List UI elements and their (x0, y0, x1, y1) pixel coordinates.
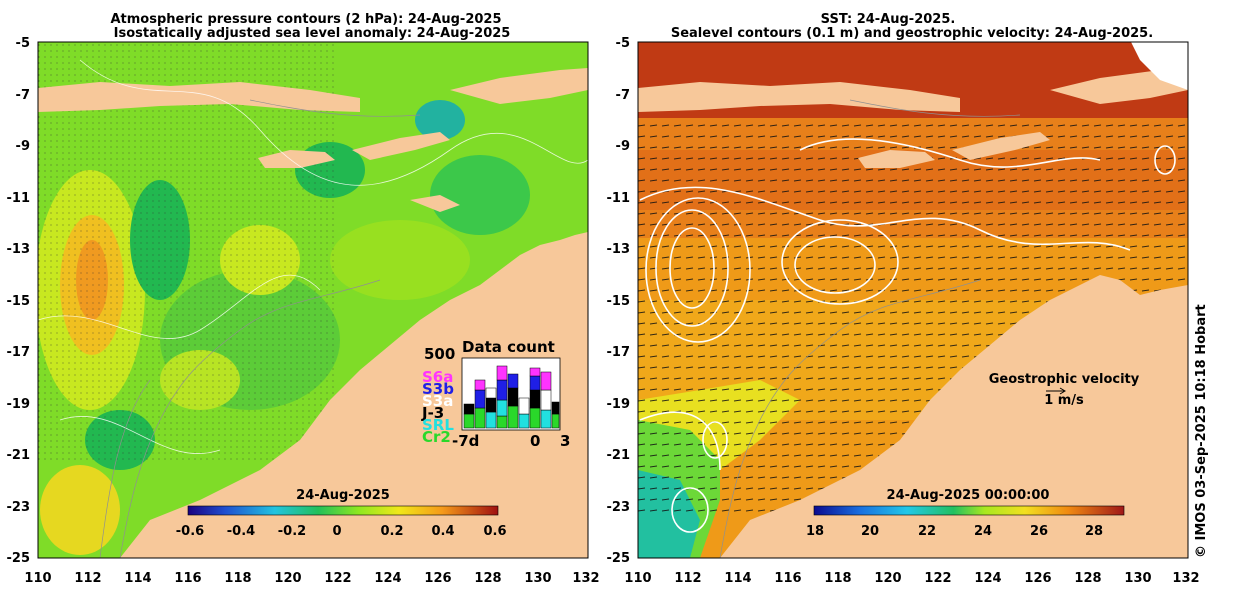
left-cb-tick-5: 0.4 (431, 524, 454, 539)
left-lon-tick: 112 (74, 571, 101, 586)
right-title-line1: SST: 24-Aug-2025. (821, 12, 956, 27)
right-lat-tick: -19 (607, 397, 631, 412)
right-title-line2: Sealevel contours (0.1 m) and geostrophi… (671, 26, 1153, 41)
right-lon-tick: 116 (774, 571, 801, 586)
left-lon-tick: 114 (124, 571, 151, 586)
right-map-frame (637, 41, 1189, 559)
right-lat-tick: -23 (607, 500, 631, 515)
right-lat-tick: -7 (616, 88, 630, 103)
left-lon-tick: 110 (24, 571, 51, 586)
left-lat-tick: -17 (7, 345, 31, 360)
sat-label-2: S3a (422, 392, 453, 410)
sat-label-1: S3b (422, 380, 454, 398)
right-lat-tick: -13 (607, 242, 631, 257)
right-lat-tick: -5 (616, 36, 630, 51)
left-lon-tick: 118 (224, 571, 251, 586)
velocity-scale: 1 m/s (1044, 393, 1084, 408)
right-lat-axis: -5 -7 -9 -11 -13 -15 -17 -19 -21 -23 -25 (607, 36, 631, 566)
data-count-inset: Data count 500 (421, 338, 570, 450)
sat-label-0: S6a (422, 368, 453, 386)
data-count-title: Data count (462, 338, 555, 356)
right-lon-tick: 114 (724, 571, 751, 586)
left-lat-tick: -5 (16, 36, 30, 51)
right-cb-tick-3: 24 (974, 524, 992, 539)
right-cb-tick-1: 20 (861, 524, 879, 539)
left-lat-tick: -7 (16, 88, 30, 103)
right-lat-tick: -25 (607, 551, 631, 566)
right-lat-tick: -17 (607, 345, 631, 360)
right-lon-tick: 112 (674, 571, 701, 586)
left-cb-tick-0: -0.6 (176, 524, 204, 539)
data-count-x-start: -7d (452, 432, 479, 450)
sat-label-4: SRL (422, 416, 454, 434)
right-lon-axis: 110 112 114 116 118 120 122 124 126 128 … (624, 571, 1199, 586)
left-lon-tick: 120 (274, 571, 301, 586)
right-lon-tick: 120 (874, 571, 901, 586)
left-lat-tick: -23 (7, 500, 31, 515)
velocity-label: Geostrophic velocity (989, 372, 1140, 387)
right-lon-tick: 126 (1024, 571, 1051, 586)
data-count-max: 500 (424, 345, 455, 363)
right-map (638, 42, 1188, 558)
left-lat-axis: -5 -7 -9 -11 -13 -15 -17 -19 -21 -23 -25 (7, 36, 31, 566)
left-lon-tick: 126 (424, 571, 451, 586)
left-lat-tick: -19 (7, 397, 31, 412)
left-lat-tick: -21 (7, 448, 31, 463)
left-cb-tick-2: -0.2 (278, 524, 306, 539)
right-cb-tick-4: 26 (1030, 524, 1048, 539)
right-lat-tick: -11 (607, 191, 631, 206)
right-cb-tick-2: 22 (918, 524, 936, 539)
right-colorbar-title: 24-Aug-2025 00:00:00 (887, 488, 1050, 503)
left-lon-tick: 132 (572, 571, 599, 586)
data-count-bars (461, 357, 561, 431)
right-lat-tick: -21 (607, 448, 631, 463)
left-title-line2: Isostatically adjusted sea level anomaly… (114, 26, 511, 41)
right-lon-tick: 128 (1074, 571, 1101, 586)
right-lat-tick: -15 (607, 294, 631, 309)
right-lon-tick: 124 (974, 571, 1001, 586)
right-lon-tick: 130 (1124, 571, 1151, 586)
credit-text: © IMOS 03-Sep-2025 10:18 Hobart (1194, 304, 1209, 558)
data-count-x-end: 3 (560, 432, 570, 450)
right-cb-tick-0: 18 (806, 524, 824, 539)
left-lon-tick: 122 (324, 571, 351, 586)
right-colorbar: 24-Aug-2025 00:00:00 18 20 22 24 26 28 (806, 488, 1125, 539)
right-cb-tick-5: 28 (1085, 524, 1103, 539)
left-lat-tick: -13 (7, 242, 31, 257)
left-lon-tick: 116 (174, 571, 201, 586)
left-map (38, 42, 588, 558)
left-cb-tick-4: 0.2 (380, 524, 403, 539)
data-count-x-zero: 0 (530, 432, 540, 450)
left-lat-tick: -15 (7, 294, 31, 309)
left-map-frame (37, 41, 589, 559)
left-lon-axis: 110 112 114 116 118 120 122 124 126 128 … (24, 571, 599, 586)
left-lat-tick: -11 (7, 191, 31, 206)
left-colorbar-title: 24-Aug-2025 (296, 488, 390, 503)
velocity-arrow-icon (1046, 387, 1066, 395)
right-lon-tick: 132 (1172, 571, 1199, 586)
left-cb-tick-6: 0.6 (483, 524, 506, 539)
left-lon-tick: 128 (474, 571, 501, 586)
right-lon-tick: 110 (624, 571, 651, 586)
left-lon-tick: 130 (524, 571, 551, 586)
left-cb-tick-3: 0 (332, 524, 341, 539)
sat-label-5: Cr2 (422, 428, 451, 446)
right-lon-tick: 118 (824, 571, 851, 586)
left-lon-tick: 124 (374, 571, 401, 586)
left-cb-tick-1: -0.4 (227, 524, 255, 539)
right-lon-tick: 122 (924, 571, 951, 586)
right-lat-tick: -9 (616, 139, 630, 154)
left-title-line1: Atmospheric pressure contours (2 hPa): 2… (110, 12, 501, 27)
sat-label-3: J-3 (421, 404, 444, 422)
left-colorbar: 24-Aug-2025 -0.6 -0.4 -0.2 0 0.2 0.4 0.6 (176, 488, 507, 539)
left-lat-tick: -25 (7, 551, 31, 566)
left-lat-tick: -9 (16, 139, 30, 154)
